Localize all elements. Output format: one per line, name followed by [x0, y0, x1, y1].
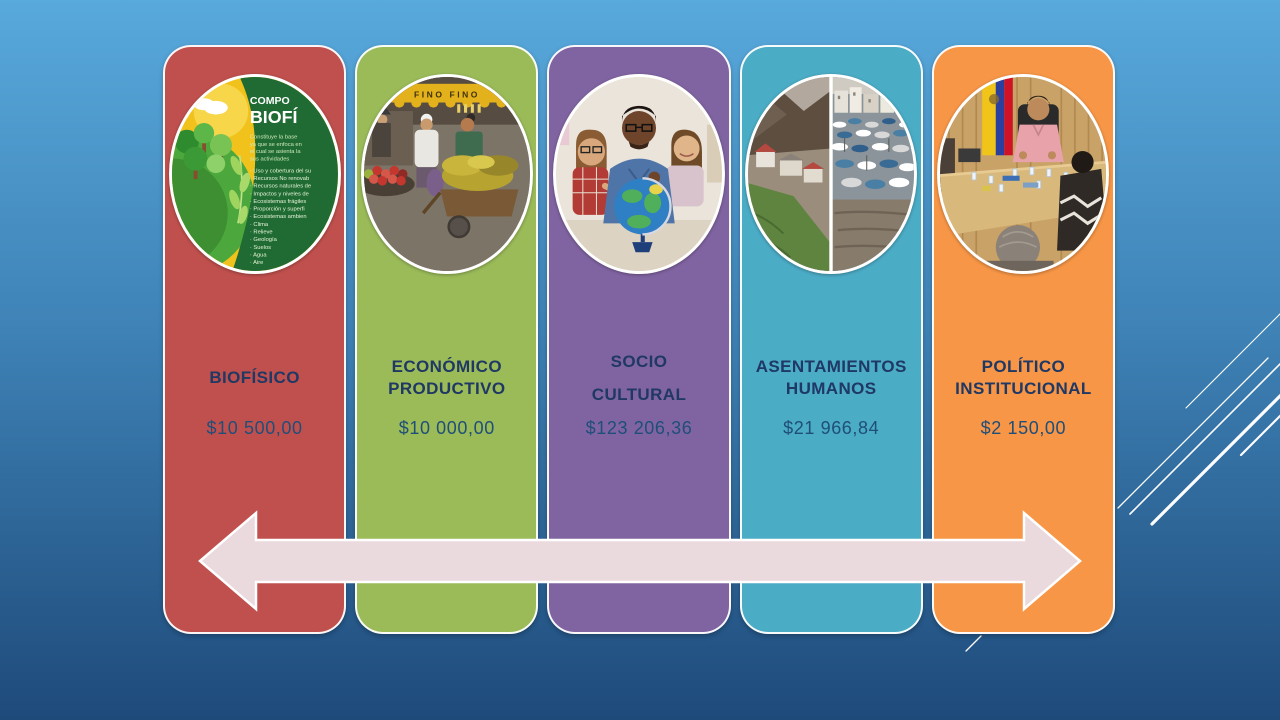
- screen: [958, 148, 981, 163]
- svg-text:· Proporción y superfi: · Proporción y superfi: [249, 207, 304, 213]
- ecuador-flag: [982, 77, 1014, 156]
- svg-text:· Ecosistemas ambien: · Ecosistemas ambien: [249, 214, 306, 220]
- socio-circle-image: [553, 74, 725, 274]
- left-person: [371, 102, 391, 157]
- svg-text:el cual se asienta la: el cual se asienta la: [249, 149, 300, 155]
- government-meeting-illustration: [940, 77, 1107, 271]
- svg-text:· Recursos No renovab: · Recursos No renovab: [249, 176, 308, 182]
- svg-text:· Agua: · Agua: [249, 253, 266, 259]
- svg-text:· Aire: · Aire: [249, 260, 262, 266]
- asentamientos-text-block: ASENTAMIENTOS HUMANOS $21 966,84: [747, 345, 916, 439]
- card-value: $10 000,00: [398, 418, 495, 438]
- teacher-children-globe-illustration: [556, 77, 722, 271]
- svg-text:sus actividades: sus actividades: [249, 157, 289, 163]
- trees: [174, 122, 232, 180]
- card-politico-institucional: POLÍTICO INSTITUCIONAL $2 150,00: [931, 45, 1116, 634]
- svg-text:Constituye la base: Constituye la base: [249, 134, 296, 140]
- economico-circle-image: FINO FINO: [360, 74, 533, 274]
- svg-text:· Suelos: · Suelos: [249, 245, 270, 251]
- card-title: BIOFÍSICO: [209, 368, 300, 388]
- banana-cart: [421, 155, 519, 239]
- hillside-village-left: [748, 77, 832, 271]
- card-economico-productivo: FINO FINO: [355, 45, 539, 634]
- svg-text:· Ecosistemas frágiles: · Ecosistemas frágiles: [249, 199, 306, 205]
- card-value: $21 966,84: [783, 418, 880, 438]
- svg-text:· Geología: · Geología: [249, 237, 277, 243]
- awning: FINO FINO: [371, 83, 522, 108]
- apple-pile: [363, 165, 415, 197]
- dark-green-panel: [231, 77, 338, 271]
- biofisico-circle-image: COMPO BIOFÍ Constituye la base ya que se…: [168, 74, 341, 274]
- svg-text:· Uso y cobertura del su: · Uso y cobertura del su: [249, 168, 310, 174]
- card-asentamientos-humanos: ASENTAMIENTOS HUMANOS $21 966,84: [739, 45, 923, 634]
- coastal-settlement-illustration: [748, 77, 915, 271]
- biofisico-text-block: BIOFÍSICO $10 500,00: [170, 345, 339, 439]
- socio-text-block: SOCIO CULTURAL $123 206,36: [554, 345, 723, 439]
- street-market-illustration: FINO FINO: [363, 77, 530, 271]
- official-pink-shirt: [1013, 95, 1065, 163]
- politico-circle-image: [937, 74, 1110, 274]
- svg-text:COMPO: COMPO: [249, 95, 289, 107]
- biophysical-poster-illustration: COMPO BIOFÍ Constituye la base ya que se…: [171, 77, 338, 271]
- economico-text-block: ECONÓMICO PRODUCTIVO $10 000,00: [362, 345, 531, 439]
- svg-text:· Impactos y niveles de: · Impactos y niveles de: [249, 191, 308, 197]
- card-value: $2 150,00: [980, 418, 1067, 438]
- harbor-right: [831, 77, 915, 271]
- politico-text-block: POLÍTICO INSTITUCIONAL $2 150,00: [939, 345, 1108, 439]
- globe: [614, 177, 672, 253]
- poster-text: COMPO BIOFÍ Constituye la base ya que se…: [249, 95, 310, 266]
- card-title: POLÍTICO INSTITUCIONAL: [955, 357, 1092, 398]
- card-title: SOCIO CULTURAL: [591, 351, 687, 404]
- center-vendor: [414, 113, 439, 188]
- svg-text:· Relieve: · Relieve: [249, 230, 272, 236]
- svg-text:FINO FINO: FINO FINO: [414, 89, 480, 99]
- svg-text:ya que se enfoca en: ya que se enfoca en: [249, 142, 301, 148]
- card-value: $10 500,00: [206, 418, 303, 438]
- split-divider: [829, 77, 833, 271]
- right-girl: [666, 129, 704, 207]
- card-socio-cultural: SOCIO CULTURAL $123 206,36: [547, 45, 731, 634]
- asentamientos-circle-image: [745, 74, 918, 274]
- card-value: $123 206,36: [585, 418, 693, 438]
- hanging-bottles: [457, 104, 481, 113]
- purple-sack: [426, 168, 444, 197]
- leaf-branch: [228, 155, 250, 224]
- card-title: ASENTAMIENTOS HUMANOS: [755, 357, 907, 398]
- svg-text:BIOFÍ: BIOFÍ: [249, 106, 298, 127]
- card-title: ECONÓMICO PRODUCTIVO: [388, 357, 506, 398]
- card-biofisico: COMPO BIOFÍ Constituye la base ya que se…: [163, 45, 347, 634]
- svg-text:· Clima: · Clima: [249, 222, 268, 228]
- component-cards-row: COMPO BIOFÍ Constituye la base ya que se…: [163, 45, 1116, 634]
- svg-text:· Recursos naturales de: · Recursos naturales de: [249, 184, 310, 190]
